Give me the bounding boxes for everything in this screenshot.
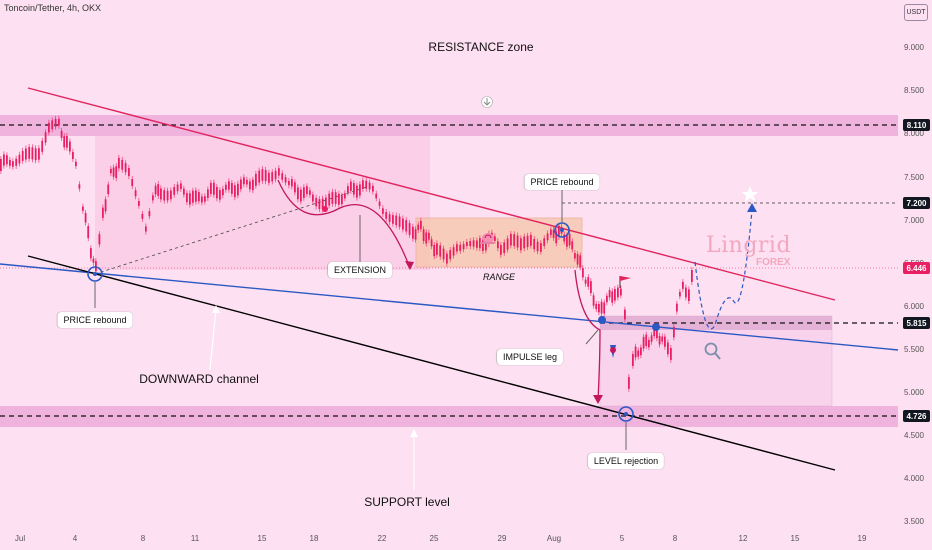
rebound-marker-left — [87, 266, 103, 282]
impulse-curve-arrow — [574, 269, 601, 401]
price-tick: 3.500 — [903, 517, 924, 526]
channel-label-arrow — [209, 307, 217, 371]
price-label-5815: 5.815 — [903, 317, 930, 329]
time-tick: 5 — [619, 534, 625, 543]
channel-fill-left — [95, 136, 430, 270]
time-tick: 8 — [672, 534, 678, 543]
resistance-zone-band — [0, 115, 898, 136]
callout-line-impulse — [585, 329, 599, 345]
rebound-marker-right-dot — [560, 228, 564, 232]
price-tick: 5.500 — [903, 345, 924, 354]
arrow-down-circle-icon[interactable] — [481, 96, 493, 108]
support-level-label: SUPPORT level — [364, 495, 450, 509]
time-tick: Aug — [546, 534, 562, 543]
impulse-arrowhead — [593, 395, 603, 404]
time-tick: 19 — [857, 534, 867, 543]
price-tick: 4.500 — [903, 431, 924, 440]
channel-label-arrowhead — [212, 305, 220, 313]
price-label-7200: 7.200 — [903, 197, 930, 209]
star-icon — [741, 186, 759, 202]
time-tick: 4 — [72, 534, 78, 543]
projection-arrowhead — [747, 203, 757, 212]
time-tick: 22 — [377, 534, 387, 543]
price-label-4726: 4.726 — [903, 410, 930, 422]
price-rebound-left-callout: PRICE rebound — [57, 312, 133, 328]
support-trendline[interactable] — [27, 255, 836, 471]
box-lower-right — [599, 315, 833, 407]
rebound-marker-left-dot — [93, 272, 97, 276]
time-tick: 29 — [497, 534, 507, 543]
candles — [0, 115, 693, 392]
price-tick: 4.000 — [903, 474, 924, 483]
support-label-arrowhead — [410, 429, 418, 437]
support-zone-band — [0, 406, 898, 427]
snail-icon — [480, 233, 494, 244]
extension-curve-arrow — [277, 179, 411, 269]
bear-icon — [610, 345, 616, 358]
watermark-brand: Lingrid — [706, 233, 792, 258]
resistance-trendline[interactable] — [27, 87, 836, 301]
level-rejection-marker-dot — [624, 412, 628, 416]
magnifier-icon — [704, 342, 721, 360]
channel-midline[interactable] — [0, 263, 899, 351]
price-tick: 8.500 — [903, 86, 924, 95]
time-tick: 25 — [429, 534, 439, 543]
rebound-marker-right — [554, 222, 570, 238]
price-tick: 8.000 — [903, 129, 924, 138]
currency-badge[interactable]: USDT — [904, 4, 928, 21]
impulse-leg-callout: IMPULSE leg — [496, 349, 564, 365]
price-tick: 7.500 — [903, 173, 924, 182]
time-tick: 11 — [190, 534, 200, 543]
time-tick: 15 — [257, 534, 267, 543]
range-label: RANGE — [482, 272, 516, 282]
price-label-8110: 8.110 — [903, 119, 930, 131]
resistance-zone-label: RESISTANCE zone — [428, 40, 534, 54]
level-rejection-callout: LEVEL rejection — [587, 453, 665, 469]
red-dot-extension — [322, 206, 328, 212]
symbol-title[interactable]: Toncoin/Tether, 4h, OKX — [4, 3, 102, 13]
price-tick: 5.000 — [903, 388, 924, 397]
extension-arrowhead — [405, 261, 414, 270]
time-tick: Jul — [14, 534, 26, 543]
price-label-6446: 6.446 — [903, 262, 930, 274]
time-tick: 8 — [140, 534, 146, 543]
flag-icon — [619, 276, 631, 288]
dotted-extension-line — [94, 185, 371, 275]
price-tick: 7.000 — [903, 216, 924, 225]
time-tick: 18 — [309, 534, 319, 543]
watermark-sub: FOREX — [756, 257, 791, 268]
time-tick: 12 — [738, 534, 748, 543]
price-tick: 9.000 — [903, 43, 924, 52]
level-rejection-marker — [618, 406, 634, 422]
downward-channel-label: DOWNWARD channel — [139, 372, 259, 386]
extension-callout: EXTENSION — [327, 262, 393, 278]
blue-dot-5815-b — [652, 323, 660, 331]
projection-path — [694, 209, 753, 330]
time-tick: 15 — [790, 534, 800, 543]
price-axis[interactable] — [898, 0, 932, 550]
price-rebound-right-callout: PRICE rebound — [524, 174, 600, 190]
blue-dot-5815-a — [598, 316, 606, 324]
price-tick: 6.000 — [903, 302, 924, 311]
